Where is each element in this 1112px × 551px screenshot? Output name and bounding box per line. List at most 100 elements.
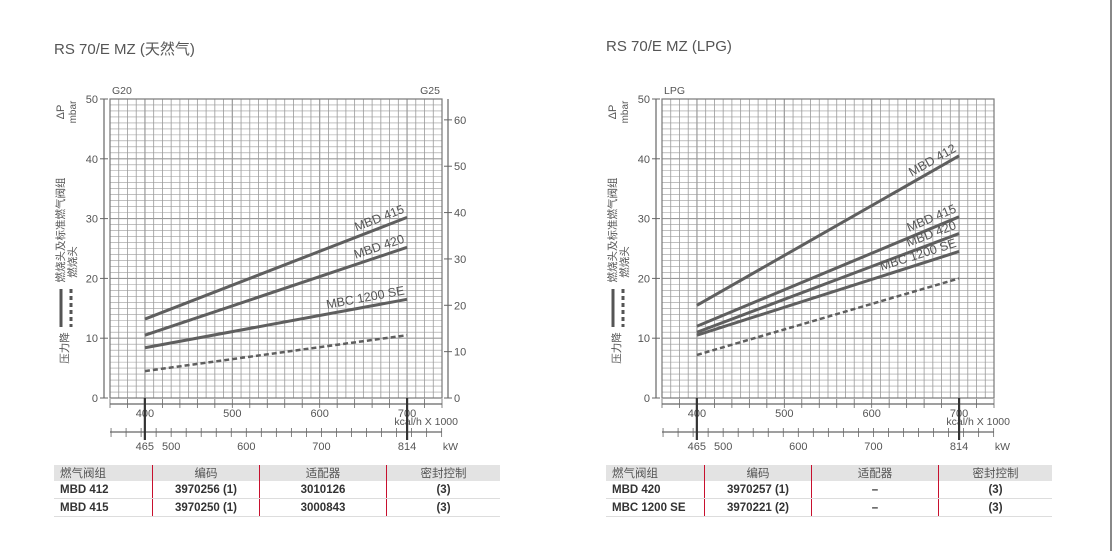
right-axis-tick-label: 60: [454, 115, 466, 127]
table-header: 燃气阀组: [54, 465, 153, 481]
y-tick-label: 40: [638, 154, 650, 166]
series-line: [144, 333, 408, 373]
right-axis-tick-label: 10: [454, 347, 466, 359]
gas-label-right: G25: [420, 85, 440, 97]
table-row: MBD 420 3970257 (1) – (3): [606, 481, 1052, 499]
table-header-row: 燃气阀组 编码 适配器 密封控制: [54, 465, 500, 481]
table-cell: (3): [386, 481, 500, 499]
table-cell: 3000843: [259, 498, 387, 517]
table-header: 燃气阀组: [606, 465, 705, 481]
table-header: 适配器: [811, 465, 939, 481]
gas-label-left: G20: [112, 85, 132, 97]
chart-panel-lpg: RS 70/E MZ (LPG) 0 10 20 30 40 50 ΔP mbar 燃烧头及标准…: [552, 0, 1072, 551]
x-axis-unit: kcal/h X 1000: [946, 416, 1010, 428]
y-tick-label: 40: [86, 154, 98, 166]
kw-tick-label: 700: [864, 441, 882, 453]
table-row: MBD 412 3970256 (1) 3010126 (3): [54, 481, 500, 499]
kw-tick-label: 465: [136, 441, 154, 453]
series-line: [696, 154, 960, 307]
table-header: 编码: [152, 465, 260, 481]
pressure-drop-chart: 01020304050ΔPmbar燃烧头及标准燃气阀组燃烧头压力降LPG4005…: [606, 85, 1010, 453]
table-row: MBC 1200 SE 3970221 (2) – (3): [606, 498, 1052, 517]
right-axis-tick-label: 20: [454, 300, 466, 312]
kw-tick-label: 500: [162, 441, 180, 453]
table-cell: –: [811, 498, 939, 517]
x-tick-label: 500: [223, 408, 241, 420]
table-header: 适配器: [259, 465, 387, 481]
table-cell: –: [811, 481, 939, 499]
table-header-row: 燃气阀组 编码 适配器 密封控制: [606, 465, 1052, 481]
right-axis-tick-label: 0: [454, 393, 460, 405]
y-axis-unit: mbar: [620, 100, 631, 123]
gas-label-left: LPG: [664, 85, 685, 97]
table-cell: (3): [938, 498, 1052, 517]
plot-frame: [661, 98, 995, 399]
kw-tick-label: 600: [789, 441, 807, 453]
chart-title: RS 70/E MZ (LPG): [606, 38, 732, 55]
series-line: [696, 215, 960, 328]
table-cell: 3970221 (2): [704, 498, 812, 517]
page-edge-divider: [1110, 0, 1112, 551]
series-line: [696, 277, 960, 357]
legend-label-head: 燃烧头: [618, 246, 631, 278]
table-row: MBD 415 3970250 (1) 3000843 (3): [54, 498, 500, 517]
kw-axis-unit: kW: [995, 441, 1010, 453]
table-cell: MBC 1200 SE: [606, 498, 705, 517]
y-tick-label: 50: [86, 94, 98, 106]
y-tick-label: 30: [638, 214, 650, 226]
right-axis-tick-label: 40: [454, 208, 466, 220]
series-line: [144, 216, 408, 321]
kw-tick-label: 814: [398, 441, 416, 453]
valve-table: 燃气阀组 编码 适配器 密封控制 MBD 420 3970257 (1) – (…: [606, 465, 1052, 517]
table-cell: MBD 415: [54, 498, 153, 517]
legend-label-pressure-drop: 压力降: [610, 332, 623, 364]
legend-label-head: 燃烧头: [66, 246, 79, 278]
x-tick-label: 500: [775, 408, 793, 420]
table-header: 密封控制: [938, 465, 1052, 481]
series-line: [144, 245, 408, 337]
right-axis-tick-label: 50: [454, 161, 466, 173]
kw-tick-label: 600: [237, 441, 255, 453]
y-tick-label: 50: [638, 94, 650, 106]
y-axis-unit: mbar: [68, 100, 79, 123]
legend-label-head-and-valve: 燃烧头及标准燃气阀组: [606, 177, 619, 282]
table-cell: (3): [386, 498, 500, 517]
kw-tick-label: 814: [950, 441, 968, 453]
series-line: [696, 232, 960, 334]
table-cell: (3): [938, 481, 1052, 499]
table-cell: 3970256 (1): [152, 481, 260, 499]
y-tick-label: 0: [92, 393, 98, 405]
right-axis-tick-label: 30: [454, 254, 466, 266]
x-axis-unit: kcal/h X 1000: [394, 416, 458, 428]
kw-tick-label: 500: [714, 441, 732, 453]
table-cell: 3010126: [259, 481, 387, 499]
table-cell: MBD 412: [54, 481, 153, 499]
legend-label-head-and-valve: 燃烧头及标准燃气阀组: [54, 177, 67, 282]
y-axis-label: ΔP: [607, 105, 619, 120]
y-tick-label: 30: [86, 214, 98, 226]
chart-title: RS 70/E MZ (天然气): [54, 41, 195, 58]
y-tick-label: 10: [86, 333, 98, 345]
y-tick-label: 20: [86, 273, 98, 285]
valve-table: 燃气阀组 编码 适配器 密封控制 MBD 412 3970256 (1) 301…: [54, 465, 500, 517]
series-line: [696, 250, 960, 337]
series-line: [144, 297, 408, 350]
table-cell: MBD 420: [606, 481, 705, 499]
table-cell: 3970250 (1): [152, 498, 260, 517]
kw-axis-unit: kW: [443, 441, 458, 453]
table-header: 密封控制: [386, 465, 500, 481]
table-header: 编码: [704, 465, 812, 481]
y-tick-label: 0: [644, 393, 650, 405]
y-axis-label: ΔP: [55, 105, 67, 120]
kw-tick-label: 465: [688, 441, 706, 453]
chart-panel-natural-gas: RS 70/E MZ (天然气) 0 10 20 30 40 50 ΔP mbar 燃烧头及标准…: [0, 0, 520, 551]
legend-label-pressure-drop: 压力降: [58, 332, 71, 364]
plot-frame: [109, 98, 443, 399]
y-tick-label: 20: [638, 273, 650, 285]
table-cell: 3970257 (1): [704, 481, 812, 499]
kw-tick-label: 700: [312, 441, 330, 453]
x-tick-label: 600: [311, 408, 329, 420]
y-tick-label: 10: [638, 333, 650, 345]
x-tick-label: 600: [863, 408, 881, 420]
